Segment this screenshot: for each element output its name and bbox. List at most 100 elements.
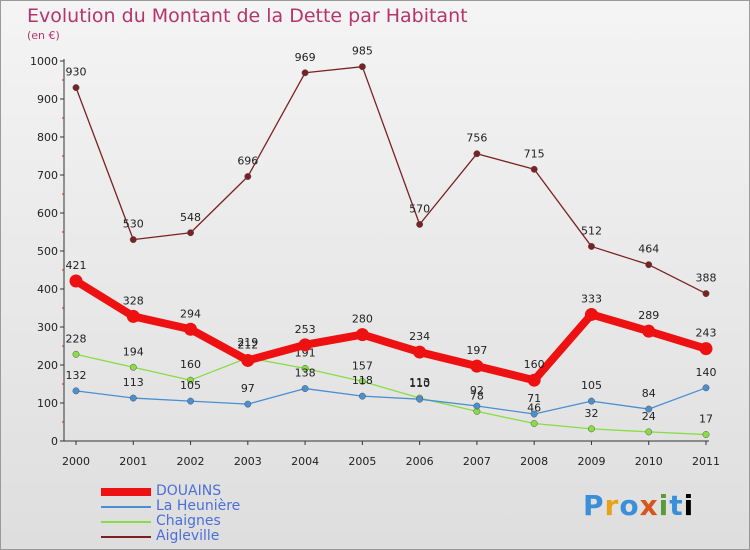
data-point	[301, 364, 309, 372]
data-point	[126, 309, 140, 323]
data-point	[72, 350, 80, 358]
data-point	[702, 290, 710, 298]
data-label: 78	[470, 389, 484, 402]
data-label: 289	[638, 309, 659, 322]
data-point	[588, 425, 595, 433]
data-point	[413, 345, 427, 359]
data-point	[187, 229, 194, 237]
data-label: 212	[237, 338, 258, 351]
chart-title: Evolution du Montant de la Dette par Hab…	[27, 5, 468, 27]
y-tick-label: 100	[37, 397, 58, 410]
y-tick-label: 400	[37, 283, 58, 296]
y-tick-label: 1000	[30, 55, 58, 68]
data-point	[355, 328, 369, 342]
x-tick-label: 2009	[577, 455, 605, 468]
proxiti-logo: Proxiti	[583, 489, 694, 522]
data-label: 160	[180, 358, 201, 371]
logo-letter: x	[639, 489, 659, 522]
data-point	[416, 220, 424, 228]
x-tick-label: 2004	[291, 455, 319, 468]
data-point	[72, 387, 80, 395]
data-point	[241, 353, 255, 367]
data-point	[588, 397, 595, 405]
logo-letter: i	[658, 489, 670, 522]
legend-swatch-la-heuniere	[101, 506, 151, 508]
x-tick-label: 2005	[348, 455, 376, 468]
data-point	[129, 236, 137, 244]
data-point	[527, 373, 541, 387]
data-label: 464	[638, 243, 659, 256]
legend-label-douains: DOUAINS	[156, 483, 222, 499]
data-point	[358, 392, 366, 400]
data-point	[588, 242, 595, 250]
legend-label-chaignes: Chaignes	[156, 513, 221, 529]
series-line-1	[75, 387, 707, 415]
data-label: 530	[123, 218, 144, 231]
logo-letter: i	[683, 489, 695, 522]
data-point	[530, 410, 538, 418]
logo-letter: t	[669, 489, 684, 522]
data-label: 157	[352, 359, 373, 372]
y-tick-label: 200	[37, 359, 58, 372]
series-line-3	[75, 66, 707, 295]
data-label: 756	[466, 132, 487, 145]
data-point	[244, 400, 252, 408]
data-label: 160	[524, 358, 545, 371]
x-tick-label: 2007	[463, 455, 491, 468]
data-label: 696	[237, 155, 258, 168]
data-point	[584, 307, 598, 321]
data-point	[301, 385, 309, 393]
data-label: 17	[699, 413, 713, 426]
data-label: 219	[237, 336, 258, 349]
data-label: 512	[581, 224, 602, 237]
data-point	[358, 377, 366, 385]
data-point	[699, 342, 713, 356]
data-point	[702, 431, 710, 438]
data-label: 294	[180, 307, 201, 320]
data-point	[530, 165, 538, 173]
data-label: 253	[295, 323, 316, 336]
y-tick-label: 0	[51, 435, 58, 448]
y-tick-label: 600	[37, 207, 58, 220]
x-tick-label: 2000	[62, 455, 90, 468]
data-point	[473, 150, 481, 158]
data-point	[473, 402, 481, 410]
data-label: 969	[295, 51, 316, 64]
y-tick-label: 800	[37, 131, 58, 144]
data-label: 140	[696, 366, 717, 379]
data-label: 194	[123, 345, 144, 358]
x-tick-label: 2003	[234, 455, 262, 468]
data-label: 132	[66, 369, 87, 382]
data-label: 328	[123, 294, 144, 307]
data-point	[129, 394, 137, 402]
x-tick-label: 2011	[692, 455, 720, 468]
series-line-2	[75, 353, 707, 436]
y-tick-label: 900	[37, 93, 58, 106]
data-point	[416, 395, 424, 403]
data-label: 280	[352, 313, 373, 326]
data-label: 118	[352, 374, 373, 387]
series-line-0	[72, 277, 710, 385]
data-point	[470, 359, 484, 373]
data-point	[702, 384, 710, 392]
y-tick-label: 500	[37, 245, 58, 258]
data-label: 243	[696, 327, 717, 340]
data-point	[69, 274, 83, 288]
data-label: 138	[295, 367, 316, 380]
data-point	[187, 397, 194, 405]
data-point	[301, 69, 309, 77]
data-label: 197	[466, 344, 487, 357]
legend-label-la-heuniere: La Heunière	[156, 498, 241, 514]
data-point	[244, 173, 252, 180]
y-tick-label: 300	[37, 321, 58, 334]
data-label: 333	[581, 292, 602, 305]
data-point	[530, 420, 538, 427]
data-label: 24	[642, 410, 656, 423]
data-label: 548	[180, 211, 201, 224]
data-label: 113	[409, 376, 430, 389]
y-tick-label: 700	[37, 169, 58, 182]
data-point	[298, 338, 312, 352]
data-label: 113	[123, 376, 144, 389]
data-point	[642, 324, 656, 338]
